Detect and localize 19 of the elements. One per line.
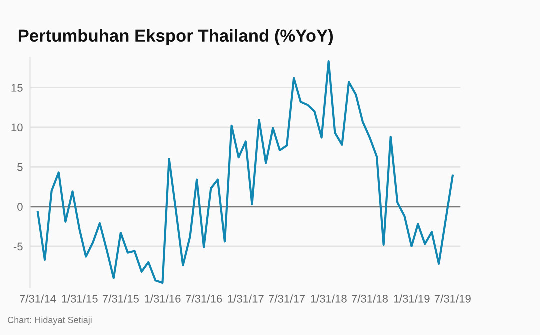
x-tick-label: 7/31/17 <box>269 294 305 303</box>
chart-title: Pertumbuhan Ekspor Thailand (%YoY) <box>18 29 334 46</box>
x-tick-label: 7/31/14 <box>20 294 56 303</box>
x-tick-label: 7/31/15 <box>102 294 139 303</box>
x-tick-label: 7/31/18 <box>352 294 388 303</box>
y-tick-label: 0 <box>18 203 23 211</box>
text: Chart: Hidayat Setiaji <box>8 316 92 326</box>
y-tick-label: 5 <box>18 164 23 172</box>
x-tick-label: 7/31/19 <box>434 294 471 303</box>
line-series <box>36 60 454 284</box>
x-tick-label: 7/31/16 <box>186 294 222 303</box>
y-tick-label: 15 <box>12 84 23 92</box>
x-tick-label: 1/31/18 <box>311 294 347 303</box>
x-tick-label: 1/31/16 <box>145 294 181 303</box>
y-tick-label: 10 <box>12 124 23 132</box>
x-tick-label: 1/31/17 <box>228 294 264 303</box>
x-tick-label: 1/31/19 <box>394 294 430 303</box>
y-tick-label: -5 <box>14 242 23 251</box>
x-tick-label: 1/31/15 <box>62 294 98 303</box>
